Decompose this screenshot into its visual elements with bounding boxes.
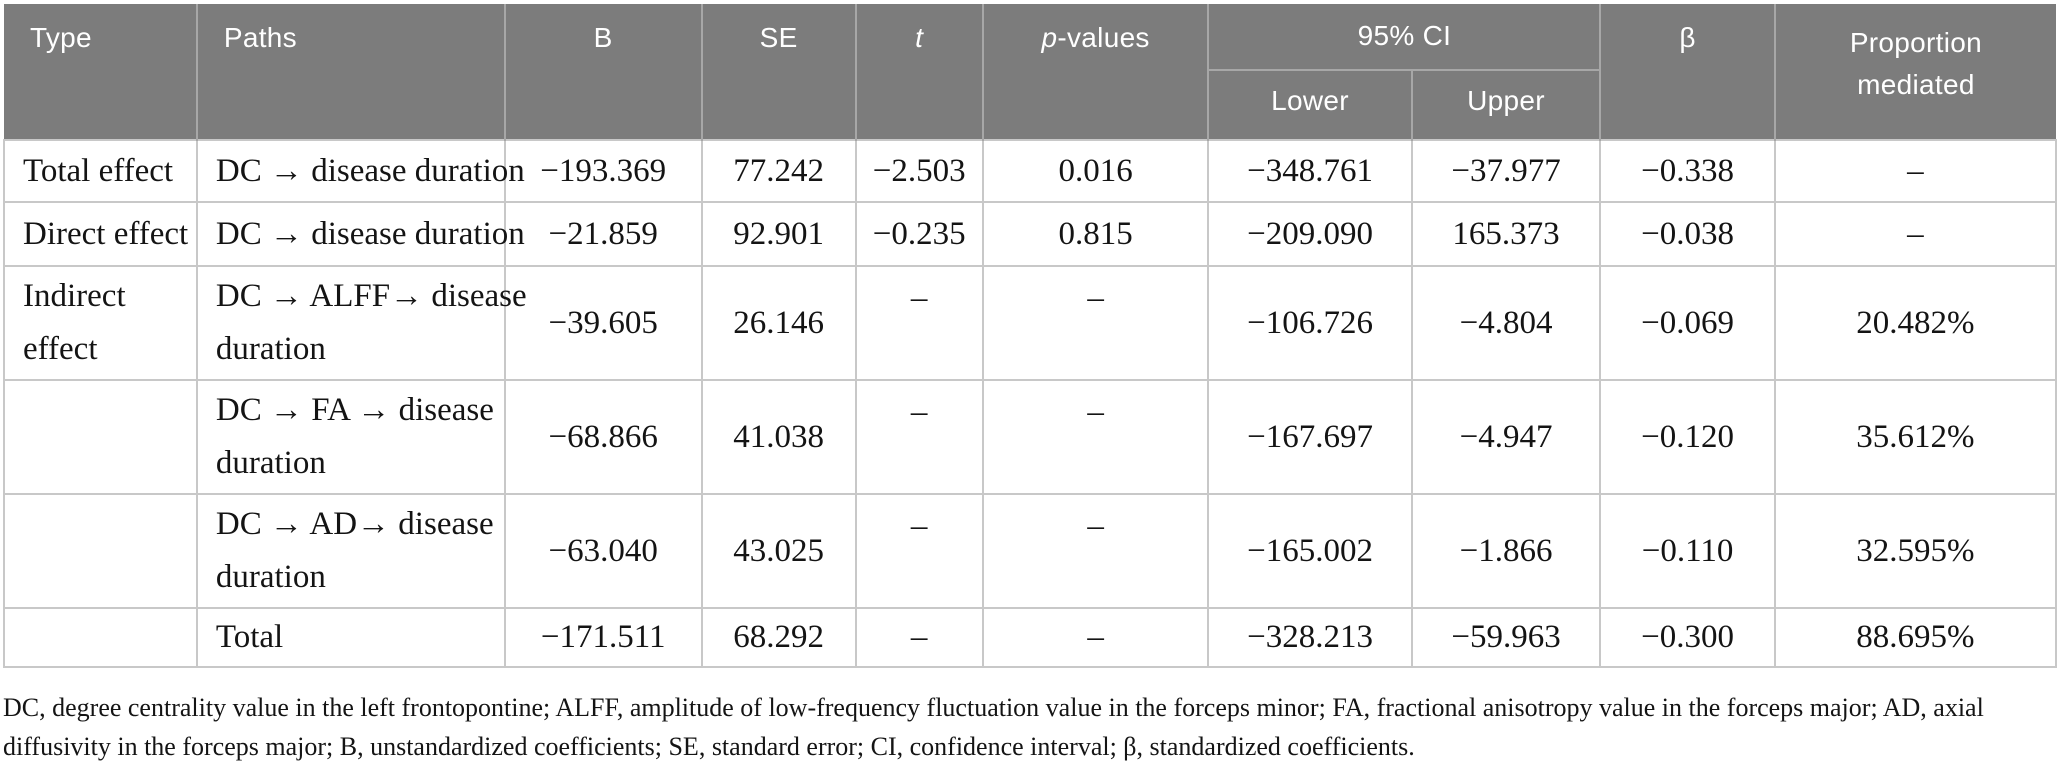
table-footnote: DC, degree centrality value in the left … [3,693,1984,761]
cell-p-value: – [981,265,1210,381]
table-row: Indirect effect DC → ALFF→ disease duratio… [3,265,2058,381]
mediation-effects-table: Type Paths B SE t p-values 95% CI β Prop… [3,4,2058,668]
cell-proportion-mediated: – [1773,201,2058,267]
cell-b: −39.605 [503,265,703,381]
cell-type: Total effect [3,139,198,203]
header-proportion-mediated: Proportion mediated [1773,4,2056,140]
cell-paths: DC → disease duration [195,139,525,203]
cell-se: 43.025 [700,493,857,609]
header-b: B [503,4,702,140]
cell-proportion-mediated: – [1773,139,2058,203]
cell-beta: −0.069 [1599,265,1776,381]
cell-paths: Total [195,607,506,668]
cell-p-value: – [981,379,1210,495]
header-ci-upper: Upper [1410,70,1601,140]
cell-type [3,493,198,609]
cell-type: Direct effect [3,201,198,267]
header-t: t [854,4,983,140]
cell-type: Indirect effect [3,265,198,381]
header-95-ci: 95% CI [1207,4,1601,71]
table-body: Total effect DC → disease duration −193.… [3,139,2058,668]
header-ci-lower: Lower [1207,70,1412,140]
cell-beta: −0.110 [1599,493,1776,609]
cell-ci-upper: 165.373 [1410,201,1602,267]
cell-proportion-mediated: 88.695% [1773,607,2058,668]
header-paths: Paths [195,4,505,140]
cell-type [3,379,198,495]
cell-p-value: – [981,607,1210,668]
cell-p-value: 0.016 [981,139,1210,203]
header-type: Type [4,4,197,140]
cell-proportion-mediated: 32.595% [1773,493,2058,609]
cell-p-value: – [981,493,1210,609]
cell-t: – [854,379,984,495]
cell-b: −193.369 [503,139,703,203]
table-row: Direct effect DC → disease duration −21.… [3,201,2058,267]
cell-paths: DC → AD→ disease duration [195,493,506,609]
cell-t: −0.235 [854,201,984,267]
cell-proportion-mediated: 35.612% [1773,379,2058,495]
cell-ci-upper: −4.947 [1410,379,1602,495]
header-p-values: p-values [981,4,1209,140]
cell-se: 92.901 [700,201,857,267]
cell-ci-lower: −348.761 [1207,139,1413,203]
table-header: Type Paths B SE t p-values 95% CI β Prop… [4,4,2056,140]
cell-t: −2.503 [854,139,984,203]
cell-ci-lower: −167.697 [1207,379,1413,495]
cell-se: 26.146 [700,265,857,381]
cell-b: −21.859 [503,201,703,267]
cell-ci-lower: −209.090 [1207,201,1413,267]
cell-t: – [854,493,984,609]
cell-paths: DC → disease duration [195,201,525,267]
cell-beta: −0.300 [1599,607,1776,668]
cell-type [3,607,198,668]
cell-ci-upper: −37.977 [1410,139,1602,203]
cell-t: – [854,265,984,381]
cell-p-value: 0.815 [981,201,1210,267]
cell-paths: DC → ALFF→ disease duration [195,265,527,381]
cell-beta: −0.338 [1599,139,1776,203]
header-se: SE [700,4,856,140]
cell-paths: DC → FA → disease duration [195,379,506,495]
cell-ci-lower: −165.002 [1207,493,1413,609]
cell-t: – [854,607,984,668]
table-row: Total −171.511 68.292 – – −328.213 −59.9… [3,607,2058,668]
header-beta: β [1599,4,1775,140]
cell-se: 68.292 [700,607,857,668]
cell-b: −171.511 [503,607,703,668]
table-row: Total effect DC → disease duration −193.… [3,139,2058,203]
header-p-italic: p [1041,22,1058,53]
cell-ci-lower: −106.726 [1207,265,1413,381]
cell-ci-upper: −1.866 [1410,493,1602,609]
cell-proportion-mediated: 20.482% [1773,265,2058,381]
cell-b: −68.866 [503,379,703,495]
table-row: DC → AD→ disease duration −63.040 43.025 … [3,493,2058,609]
table-row: DC → FA → disease duration −68.866 41.038… [3,379,2058,495]
cell-ci-upper: −4.804 [1410,265,1602,381]
cell-ci-lower: −328.213 [1207,607,1413,668]
cell-se: 41.038 [700,379,857,495]
header-p-rest: -values [1057,22,1150,53]
cell-b: −63.040 [503,493,703,609]
cell-se: 77.242 [700,139,857,203]
cell-ci-upper: −59.963 [1410,607,1602,668]
cell-beta: −0.038 [1599,201,1776,267]
cell-beta: −0.120 [1599,379,1776,495]
